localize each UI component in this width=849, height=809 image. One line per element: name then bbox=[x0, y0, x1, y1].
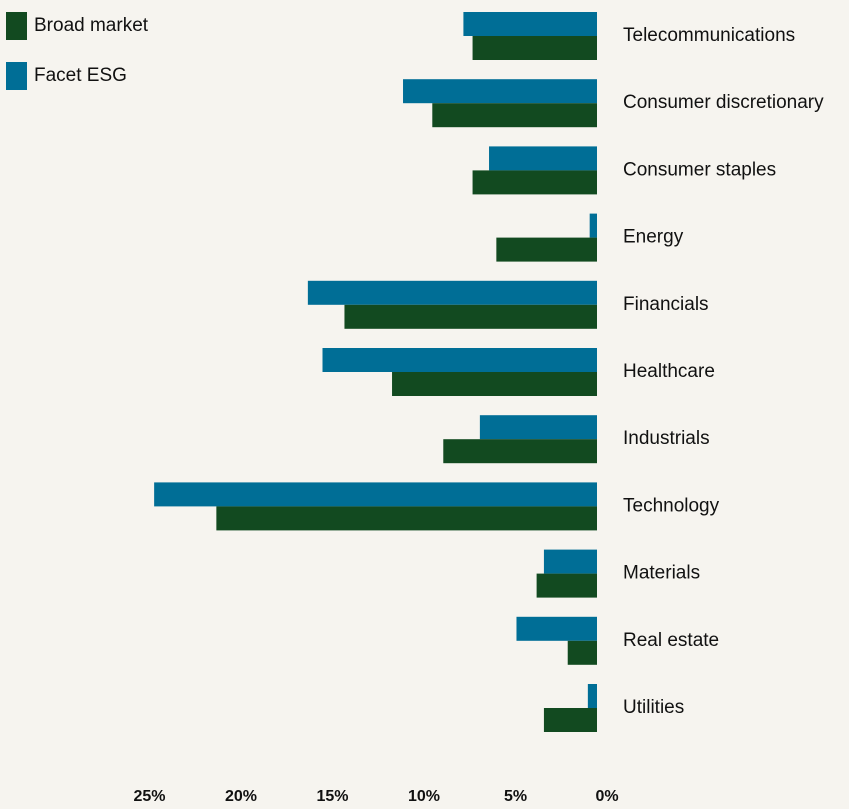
legend-item-broad-market: Broad market bbox=[6, 12, 148, 40]
bar-broad-market-healthcare bbox=[392, 372, 597, 396]
x-tick-label-10: 10% bbox=[408, 788, 440, 805]
x-tick-label-20: 20% bbox=[225, 788, 257, 805]
bar-facet-esg-materials bbox=[543, 549, 597, 574]
bar-broad-market-consumer-staples bbox=[472, 170, 597, 195]
bar-broad-market-real-estate bbox=[567, 640, 597, 665]
bar-broad-market-technology bbox=[216, 506, 598, 531]
bar-facet-esg-industrials bbox=[479, 415, 597, 440]
chart-legend: Broad market Facet ESG bbox=[6, 12, 148, 112]
bar-facet-esg-energy bbox=[589, 213, 597, 238]
bar-broad-market-financials bbox=[344, 304, 597, 329]
bar-facet-esg-consumer-staples bbox=[489, 146, 597, 171]
category-label-healthcare: Healthcare bbox=[623, 361, 715, 382]
category-label-consumer-discretionary: Consumer discretionary bbox=[623, 92, 824, 113]
category-label-industrials: Industrials bbox=[623, 428, 710, 449]
legend-label-broad-market: Broad market bbox=[34, 15, 149, 36]
bar-facet-esg-financials bbox=[307, 280, 597, 305]
bar-broad-market-industrials bbox=[443, 439, 597, 464]
bar-facet-esg-technology bbox=[154, 482, 597, 507]
bar-broad-market-telecommunications bbox=[472, 36, 597, 60]
category-label-telecommunications: Telecommunications bbox=[623, 25, 795, 46]
legend-swatch-facet-esg bbox=[6, 62, 27, 90]
category-label-consumer-staples: Consumer staples bbox=[623, 159, 776, 180]
bar-broad-market-energy bbox=[496, 237, 597, 262]
bar-facet-esg-healthcare bbox=[322, 348, 597, 372]
bar-facet-esg-utilities bbox=[587, 684, 597, 708]
category-label-energy: Energy bbox=[623, 227, 684, 248]
bar-facet-esg-consumer-discretionary bbox=[403, 79, 597, 104]
category-label-real-estate: Real estate bbox=[623, 630, 719, 651]
x-tick-label-25: 25% bbox=[133, 788, 165, 805]
bar-broad-market-utilities bbox=[543, 708, 597, 732]
legend-label-facet-esg: Facet ESG bbox=[34, 65, 127, 86]
category-label-technology: Technology bbox=[623, 495, 720, 516]
legend-swatch-broad-market bbox=[6, 12, 27, 40]
category-label-utilities: Utilities bbox=[623, 697, 684, 718]
x-tick-label-5: 5% bbox=[504, 788, 527, 805]
category-label-financials: Financials bbox=[623, 294, 709, 315]
x-tick-label-15: 15% bbox=[316, 788, 348, 805]
category-label-materials: Materials bbox=[623, 563, 700, 584]
bar-broad-market-materials bbox=[536, 573, 597, 598]
bar-facet-esg-real-estate bbox=[516, 616, 597, 641]
legend-item-facet-esg: Facet ESG bbox=[6, 62, 148, 90]
bar-broad-market-consumer-discretionary bbox=[432, 103, 597, 128]
x-tick-label-0: 0% bbox=[595, 788, 618, 805]
bar-facet-esg-telecommunications bbox=[463, 12, 597, 36]
